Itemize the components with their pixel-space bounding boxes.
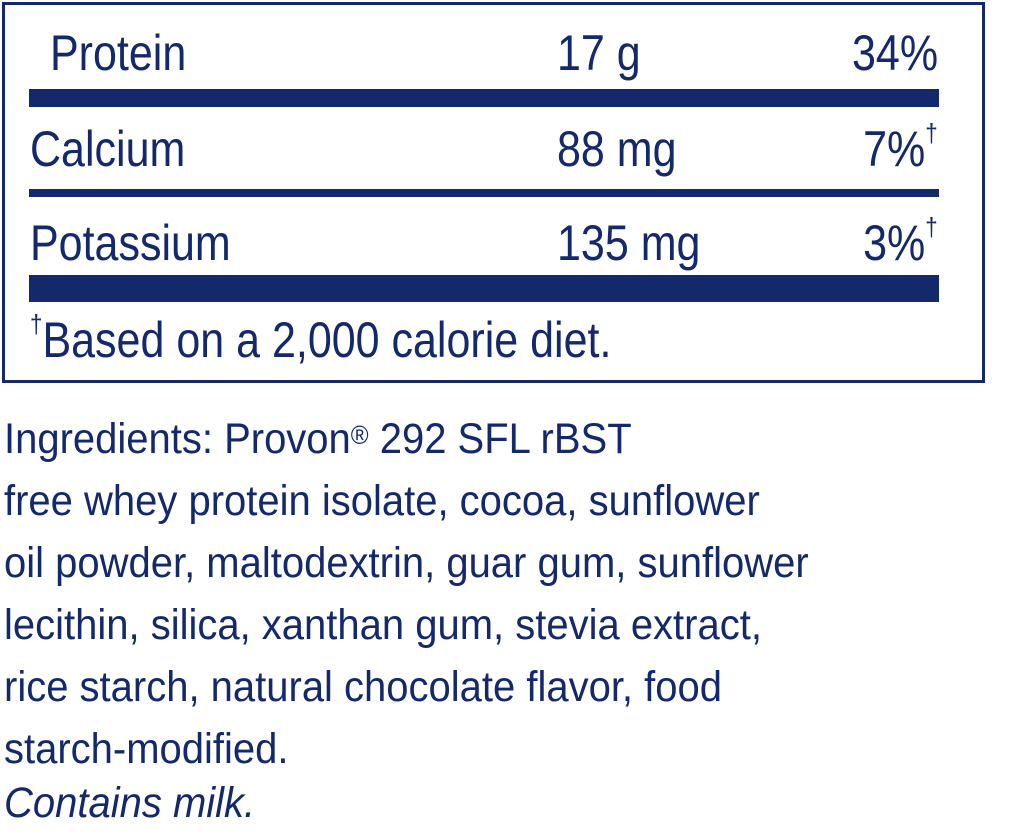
ingredients-line: Ingredients: Provon® 292 SFL rBST <box>4 408 809 470</box>
ingredients-line: starch-modified. <box>4 725 289 773</box>
nutrient-name-potassium: Potassium <box>30 215 231 271</box>
nutrient-amount-potassium: 135 mg <box>557 215 701 271</box>
dv-value: 7% <box>863 121 926 177</box>
dagger-mark: † <box>925 118 938 148</box>
nutrient-dv-potassium: 3%† <box>863 214 938 271</box>
divider-thin <box>29 189 939 197</box>
divider-thick <box>29 89 939 107</box>
nutrient-name-calcium: Calcium <box>30 121 186 177</box>
divider-thick <box>29 275 939 302</box>
dv-value: 34% <box>851 25 938 81</box>
nutrient-dv-protein: 34% <box>852 28 938 78</box>
footnote: †Based on a 2,000 calorie diet. <box>30 311 612 368</box>
allergen-statement: Contains milk. <box>4 779 256 827</box>
nutrient-name-protein: Protein <box>50 25 187 81</box>
ingredients-block: Ingredients: Provon® 292 SFL rBST free w… <box>4 408 809 834</box>
dagger-mark: † <box>925 212 938 242</box>
ingredients-line: free whey protein isolate, cocoa, sunflo… <box>4 477 760 525</box>
registered-mark: ® <box>350 420 369 450</box>
dagger-mark: † <box>30 309 43 339</box>
footnote-text: Based on a 2,000 calorie diet. <box>42 312 612 368</box>
nutrient-amount-protein: 17 g <box>557 25 641 81</box>
dv-value: 3% <box>863 215 926 271</box>
nutrition-table-box <box>2 2 985 383</box>
ingredients-line: oil powder, maltodextrin, guar gum, sunf… <box>4 539 809 587</box>
nutrient-dv-calcium: 7%† <box>863 120 938 177</box>
ingredients-line: lecithin, silica, xanthan gum, stevia ex… <box>4 601 762 649</box>
ingredients-line: rice starch, natural chocolate flavor, f… <box>4 663 722 711</box>
ingredients-text: 292 SFL rBST <box>368 415 632 463</box>
nutrient-amount-calcium: 88 mg <box>557 121 677 177</box>
ingredients-label: Ingredients: Provon <box>4 415 351 463</box>
